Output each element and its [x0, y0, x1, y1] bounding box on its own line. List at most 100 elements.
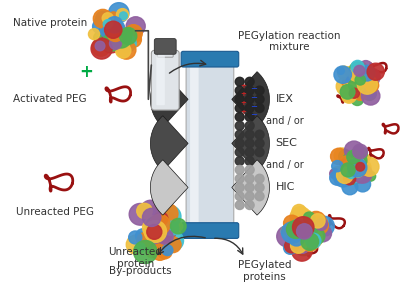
Circle shape: [303, 210, 312, 219]
Circle shape: [109, 12, 118, 21]
Circle shape: [346, 157, 354, 164]
Circle shape: [349, 164, 357, 172]
Circle shape: [297, 227, 307, 237]
Text: and / or: and / or: [265, 116, 303, 126]
Circle shape: [95, 17, 103, 26]
Circle shape: [164, 221, 179, 236]
Circle shape: [245, 95, 254, 104]
Circle shape: [353, 165, 361, 173]
Text: and / or: and / or: [265, 160, 303, 170]
Circle shape: [296, 240, 310, 253]
Circle shape: [354, 78, 364, 88]
Circle shape: [353, 144, 367, 159]
Circle shape: [330, 169, 340, 179]
Circle shape: [147, 223, 166, 242]
Circle shape: [235, 192, 244, 201]
Circle shape: [303, 225, 319, 241]
Circle shape: [336, 77, 354, 95]
Circle shape: [299, 224, 307, 232]
Circle shape: [351, 93, 363, 105]
Circle shape: [119, 12, 128, 20]
Circle shape: [294, 225, 311, 242]
Circle shape: [101, 27, 112, 37]
Circle shape: [235, 77, 244, 86]
Circle shape: [354, 72, 370, 88]
Circle shape: [245, 148, 254, 157]
Circle shape: [235, 201, 244, 209]
Circle shape: [291, 238, 306, 253]
Circle shape: [349, 160, 363, 174]
Circle shape: [150, 220, 168, 237]
Circle shape: [104, 30, 122, 48]
Circle shape: [295, 234, 307, 246]
Circle shape: [245, 165, 254, 174]
Circle shape: [366, 88, 376, 98]
Circle shape: [146, 222, 161, 238]
Circle shape: [344, 163, 364, 183]
Circle shape: [344, 154, 363, 172]
Circle shape: [292, 204, 306, 218]
Circle shape: [356, 162, 365, 171]
Circle shape: [277, 226, 298, 247]
Circle shape: [105, 21, 122, 38]
Circle shape: [354, 74, 369, 89]
Circle shape: [113, 29, 126, 43]
Circle shape: [348, 78, 363, 92]
Circle shape: [245, 130, 254, 139]
Circle shape: [255, 95, 264, 104]
Circle shape: [134, 241, 157, 264]
Circle shape: [290, 230, 305, 244]
Circle shape: [281, 225, 294, 237]
Text: +: +: [241, 109, 247, 115]
Circle shape: [363, 87, 377, 100]
Circle shape: [350, 152, 367, 169]
Circle shape: [136, 229, 150, 243]
Circle shape: [162, 245, 173, 256]
Circle shape: [342, 163, 355, 177]
Circle shape: [146, 247, 158, 258]
Circle shape: [351, 160, 362, 171]
Circle shape: [347, 150, 360, 164]
Circle shape: [107, 25, 124, 42]
Circle shape: [300, 217, 314, 231]
Circle shape: [347, 170, 355, 179]
Circle shape: [115, 43, 131, 58]
Circle shape: [349, 67, 363, 81]
Text: PEGylation reaction
mixture: PEGylation reaction mixture: [238, 31, 340, 52]
Circle shape: [344, 162, 359, 177]
Circle shape: [342, 78, 353, 89]
Circle shape: [152, 224, 172, 243]
Circle shape: [314, 233, 323, 241]
Circle shape: [122, 28, 132, 39]
Circle shape: [136, 243, 145, 252]
Circle shape: [292, 241, 312, 261]
Circle shape: [235, 157, 244, 165]
Circle shape: [340, 84, 358, 101]
Circle shape: [361, 87, 380, 105]
Circle shape: [102, 27, 110, 35]
Circle shape: [350, 77, 364, 91]
Circle shape: [125, 25, 142, 42]
Wedge shape: [232, 72, 269, 127]
Circle shape: [101, 21, 122, 42]
Circle shape: [294, 227, 303, 237]
Circle shape: [126, 235, 146, 254]
Circle shape: [91, 38, 112, 59]
Text: HIC: HIC: [275, 182, 295, 192]
Circle shape: [300, 228, 312, 240]
Circle shape: [110, 28, 122, 40]
Circle shape: [103, 20, 112, 28]
Circle shape: [359, 65, 375, 81]
Circle shape: [294, 236, 314, 256]
Text: Activated PEG: Activated PEG: [13, 94, 87, 104]
Circle shape: [285, 239, 299, 253]
Circle shape: [344, 173, 356, 185]
Circle shape: [298, 223, 312, 238]
Circle shape: [157, 203, 178, 224]
Circle shape: [298, 223, 310, 236]
Circle shape: [101, 27, 121, 46]
Circle shape: [111, 27, 132, 48]
Circle shape: [245, 104, 254, 113]
Circle shape: [93, 19, 107, 34]
Circle shape: [92, 38, 110, 56]
